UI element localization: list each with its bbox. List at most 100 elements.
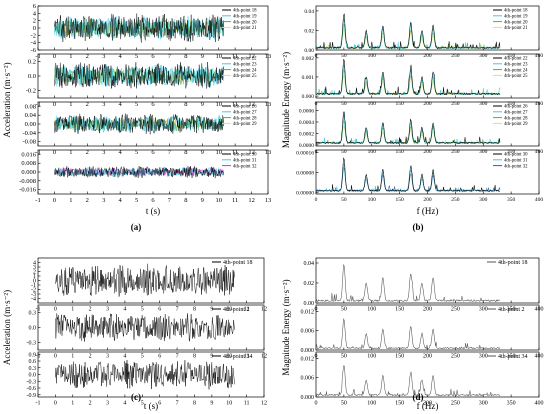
y-tick-label: 0.02 <box>304 281 315 287</box>
y-tick-label: 0.00008 <box>296 171 314 177</box>
x-tick-label: 5 <box>135 197 138 204</box>
x-tick-label: 350 <box>507 354 516 360</box>
x-tick-label: 8 <box>184 101 187 108</box>
x-tick-label: 350 <box>507 401 516 407</box>
x-tick-label: 0 <box>54 401 57 407</box>
x-tick-label: 11 <box>232 149 238 156</box>
y-tick-label: -4 <box>31 40 37 47</box>
x-tick-label: 3 <box>102 197 105 204</box>
legend-label: 4th-point 31 <box>504 158 528 163</box>
y-tick-label: 0.9 <box>29 352 37 358</box>
x-tick-label: 9 <box>201 101 204 108</box>
y-tick-label: 2 <box>33 18 36 25</box>
y-axis-label: Acceleration (m·s⁻²) <box>2 62 12 137</box>
x-tick-label: 150 <box>396 197 405 203</box>
legend-label: 4th-point 24 <box>233 68 257 73</box>
series-line <box>55 263 235 297</box>
series-line <box>315 13 501 51</box>
y-tick-label: 0.012 <box>301 309 315 315</box>
x-tick-label: 2 <box>86 101 89 108</box>
legend-label: 4th-point 28 <box>233 116 257 121</box>
y-tick-label: 4 <box>33 10 37 17</box>
x-axis-label: f (Hz) <box>417 206 439 216</box>
x-tick-label: 12 <box>248 53 255 60</box>
x-tick-label: 10 <box>215 101 222 108</box>
x-tick-label: 4 <box>119 101 123 108</box>
legend-label: 4th-point 32 <box>504 164 528 169</box>
y-tick-label: 1 <box>33 274 36 280</box>
x-axis-label: t (s) <box>146 206 160 216</box>
x-tick-label: 4 <box>119 197 123 204</box>
legend-label: 4th-point 22 <box>504 57 528 62</box>
legend-label: 4th-point 29 <box>233 122 257 127</box>
x-tick-label: 1 <box>69 101 72 108</box>
legend: 4th-point 34 <box>212 354 253 360</box>
panel-b: 0.040.020.000 50 100 150 200 250 300 350 4004th-… <box>281 5 543 232</box>
y-tick-label: 0.3 <box>29 366 37 372</box>
legend-label: 4th-point 22 <box>233 57 257 62</box>
panel-d: 0.040.020.000 50 100 150 200 250 300 350 4004th-… <box>281 257 544 411</box>
x-tick-label: -1 <box>36 401 41 407</box>
x-tick-label: 11 <box>232 197 238 204</box>
y-axis-label: Magnitude Energy (m·s⁻²) <box>281 279 291 375</box>
x-tick-label: 100 <box>368 53 377 59</box>
x-tick-label: 350 <box>507 307 516 313</box>
legend-label: 4th-point 20 <box>233 20 257 25</box>
x-tick-label: 200 <box>423 354 432 360</box>
x-tick-label: 50 <box>341 149 347 155</box>
y-tick-label: 0 <box>33 279 36 285</box>
x-tick-label: 300 <box>479 101 488 107</box>
x-tick-label: 12 <box>248 101 255 108</box>
x-tick-label: 250 <box>451 401 460 407</box>
x-tick-label: 250 <box>451 101 460 107</box>
y-tick-label: 0.016 <box>21 151 36 158</box>
series-line <box>315 58 501 96</box>
legend-label: 4th-point 30 <box>504 153 528 158</box>
panel-label: (b) <box>413 222 424 232</box>
y-tick-label: 0.6 <box>29 359 37 365</box>
x-tick-label: 300 <box>479 354 488 360</box>
y-tick-label: 0.0000 <box>299 143 314 149</box>
y-tick-label: 0.0 <box>29 326 37 332</box>
x-tick-label: 10 <box>226 401 232 407</box>
legend: 4th-point 2 <box>212 307 250 313</box>
x-tick-label: 50 <box>341 53 347 59</box>
y-tick-label: 0.008 <box>21 160 36 167</box>
x-tick-label: 3 <box>102 149 105 156</box>
series-line <box>55 360 235 390</box>
legend: 4th-point 18 <box>212 260 253 266</box>
x-tick-label: 12 <box>248 149 255 156</box>
legend-label: 4th-point 30 <box>233 153 257 158</box>
x-tick-label: 10 <box>215 149 222 156</box>
x-tick-label: 7 <box>176 401 179 407</box>
y-tick-label: -2 <box>31 32 36 39</box>
x-tick-label: 400 <box>535 401 544 407</box>
series-line <box>315 157 501 193</box>
legend-label: 4th-point 23 <box>504 62 528 67</box>
x-tick-label: 11 <box>244 307 250 313</box>
x-tick-label: 1 <box>69 197 72 204</box>
y-tick-label: -0.3 <box>27 341 37 347</box>
x-tick-label: 6 <box>158 401 161 407</box>
x-tick-label: 6 <box>151 197 155 204</box>
x-tick-label: 250 <box>451 354 460 360</box>
x-tick-label: 2 <box>86 53 89 60</box>
series-line <box>315 263 501 304</box>
x-tick-label: 7 <box>168 53 172 60</box>
y-tick-label: 0.02 <box>304 28 314 34</box>
legend-label: 4th-point 18 <box>223 260 253 266</box>
y-tick-label: 0.00016 <box>296 151 314 157</box>
x-tick-label: 3 <box>102 101 105 108</box>
x-tick-label: 9 <box>201 149 204 156</box>
x-tick-label: 8 <box>184 149 187 156</box>
x-tick-label: 2 <box>89 401 92 407</box>
x-tick-label: 100 <box>368 149 377 155</box>
x-tick-label: 6 <box>158 354 161 360</box>
x-tick-label: 300 <box>479 307 488 313</box>
x-tick-label: 8 <box>193 307 196 313</box>
